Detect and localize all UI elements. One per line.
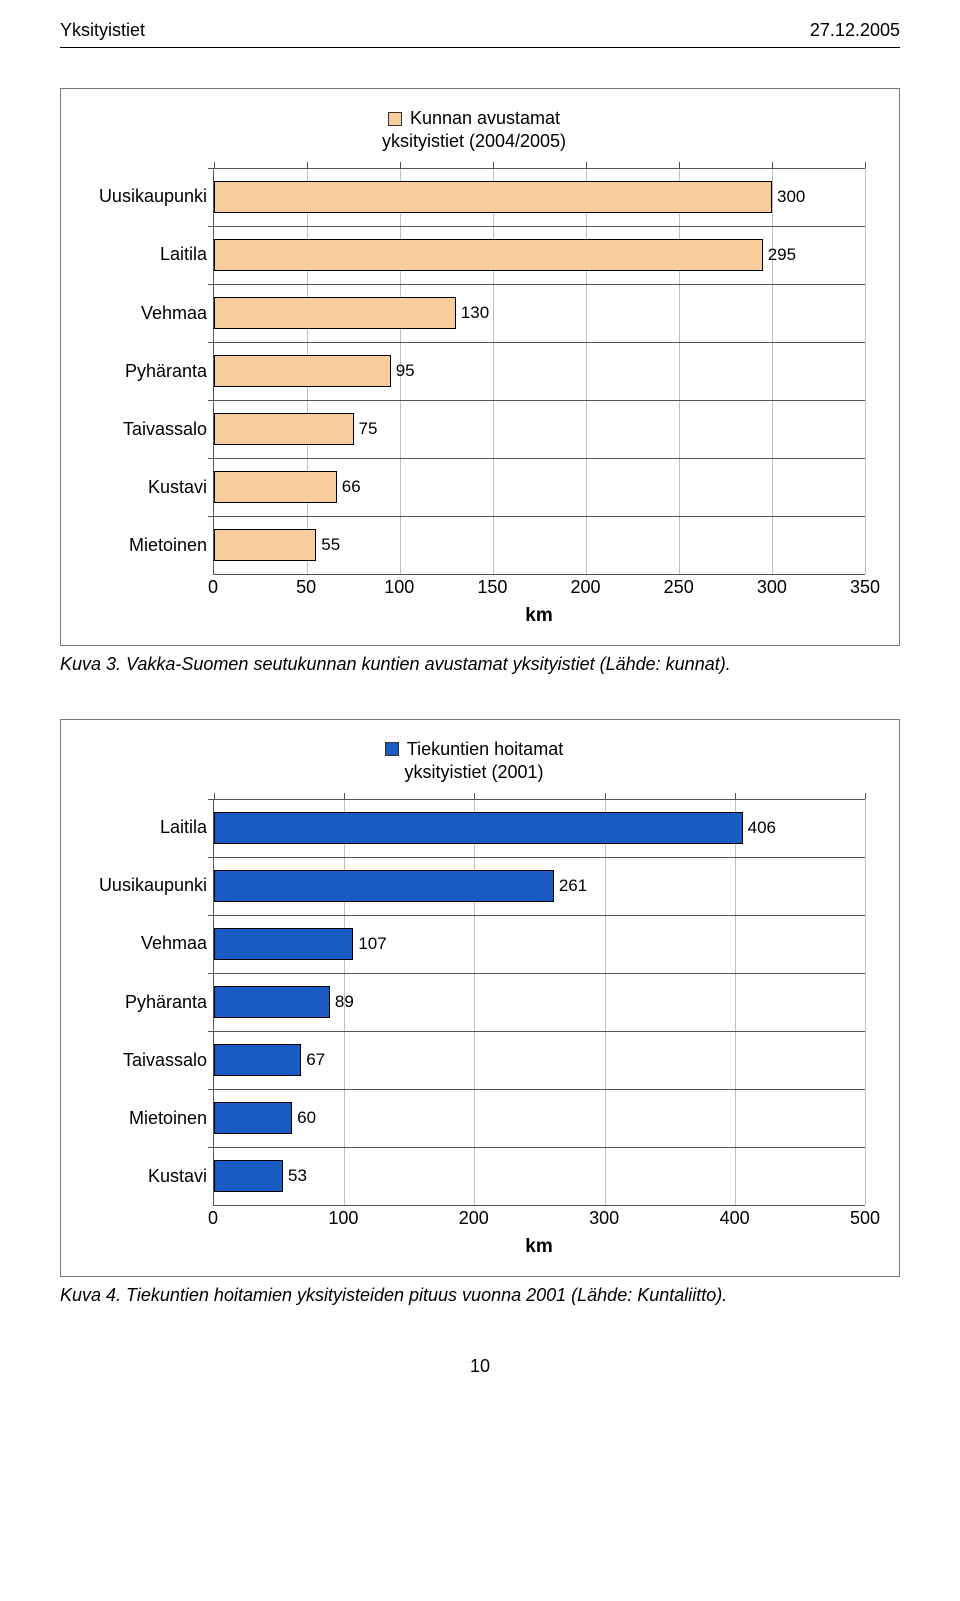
chart1-plot: UusikaupunkiLaitilaVehmaaPyhärantaTaivas… (83, 168, 865, 627)
category-label: Mietoinen (83, 517, 207, 575)
bar: 261 (214, 870, 554, 902)
x-tick-label: 0 (208, 1208, 218, 1229)
bar: 66 (214, 471, 337, 503)
x-tick-label: 150 (477, 577, 507, 598)
bar: 75 (214, 413, 354, 445)
bar-track: 66 (214, 458, 865, 516)
category-label: Laitila (83, 226, 207, 284)
bar: 95 (214, 355, 391, 387)
category-label: Taivassalo (83, 400, 207, 458)
x-tick-label: 0 (208, 577, 218, 598)
category-label: Vehmaa (83, 284, 207, 342)
bar-track: 53 (214, 1147, 865, 1205)
bar: 107 (214, 928, 353, 960)
x-tick-label: 100 (328, 1208, 358, 1229)
bar-value-label: 130 (461, 303, 489, 323)
bar: 53 (214, 1160, 283, 1192)
bar-value-label: 55 (321, 535, 340, 555)
bar-track: 406 (214, 799, 865, 857)
caption2: Kuva 4. Tiekuntien hoitamien yksityistei… (60, 1285, 900, 1306)
page-header: Yksityistiet 27.12.2005 (60, 20, 900, 41)
category-label: Pyhäranta (83, 342, 207, 400)
x-tick-label: 300 (757, 577, 787, 598)
x-tick-label: 200 (571, 577, 601, 598)
chart2-legend: Tiekuntien hoitamat yksityistiet (2001) (83, 738, 865, 785)
chart1-area: 300 295 130 95 75 66 55 (213, 168, 865, 575)
bar: 295 (214, 239, 763, 271)
bar-track: 107 (214, 915, 865, 973)
bar: 67 (214, 1044, 301, 1076)
bar-track: 75 (214, 400, 865, 458)
x-tick-label: 400 (720, 1208, 750, 1229)
bar-track: 295 (214, 226, 865, 284)
category-label: Kustavi (83, 459, 207, 517)
category-label: Uusikaupunki (83, 857, 207, 915)
bar-track: 60 (214, 1089, 865, 1147)
chart2-axis-title: km (213, 1236, 865, 1258)
category-label: Kustavi (83, 1147, 207, 1205)
category-label: Vehmaa (83, 915, 207, 973)
bar: 60 (214, 1102, 292, 1134)
bar-value-label: 406 (748, 818, 776, 838)
chart2-xticks: 0100200300400500 (213, 1208, 865, 1232)
chart1-axis-title: km (213, 605, 865, 627)
chart1-legend: Kunnan avustamat yksityistiet (2004/2005… (83, 107, 865, 154)
chart2-categories: LaitilaUusikaupunkiVehmaaPyhärantaTaivas… (83, 799, 213, 1206)
bar-value-label: 75 (359, 419, 378, 439)
bar: 406 (214, 812, 743, 844)
bar: 300 (214, 181, 772, 213)
bar-track: 55 (214, 516, 865, 574)
x-tick-label: 100 (384, 577, 414, 598)
chart2-plot: LaitilaUusikaupunkiVehmaaPyhärantaTaivas… (83, 799, 865, 1258)
bar-value-label: 95 (396, 361, 415, 381)
x-tick-label: 250 (664, 577, 694, 598)
category-label: Laitila (83, 799, 207, 857)
chart2-legend-line1: Tiekuntien hoitamat (407, 738, 563, 761)
bar-value-label: 89 (335, 992, 354, 1012)
bar: 55 (214, 529, 316, 561)
category-label: Mietoinen (83, 1089, 207, 1147)
bar-track: 95 (214, 342, 865, 400)
bar: 89 (214, 986, 330, 1018)
bar-track: 261 (214, 857, 865, 915)
bar: 130 (214, 297, 456, 329)
chart1-xticks: 050100150200250300350 (213, 577, 865, 601)
chart2-area: 406 261 107 89 67 60 53 (213, 799, 865, 1206)
bar-value-label: 67 (306, 1050, 325, 1070)
bar-value-label: 295 (768, 245, 796, 265)
chart1-categories: UusikaupunkiLaitilaVehmaaPyhärantaTaivas… (83, 168, 213, 575)
caption1: Kuva 3. Vakka-Suomen seutukunnan kuntien… (60, 654, 900, 675)
bar-value-label: 60 (297, 1108, 316, 1128)
bar-track: 130 (214, 284, 865, 342)
bar-value-label: 66 (342, 477, 361, 497)
category-label: Taivassalo (83, 1031, 207, 1089)
bar-track: 89 (214, 973, 865, 1031)
bar-value-label: 261 (559, 876, 587, 896)
bar-value-label: 300 (777, 187, 805, 207)
chart1-legend-line2: yksityistiet (2004/2005) (83, 130, 865, 153)
x-tick-label: 350 (850, 577, 880, 598)
category-label: Pyhäranta (83, 973, 207, 1031)
x-tick-label: 500 (850, 1208, 880, 1229)
bar-value-label: 107 (358, 934, 386, 954)
bar-track: 300 (214, 168, 865, 226)
chart1-legend-line1: Kunnan avustamat (410, 107, 560, 130)
header-rule (60, 47, 900, 48)
x-tick-label: 300 (589, 1208, 619, 1229)
chart2-box: Tiekuntien hoitamat yksityistiet (2001) … (60, 719, 900, 1277)
chart1-swatch (388, 112, 402, 126)
x-tick-label: 200 (459, 1208, 489, 1229)
header-left: Yksityistiet (60, 20, 145, 41)
page-number: 10 (60, 1356, 900, 1377)
chart2-legend-line2: yksityistiet (2001) (83, 761, 865, 784)
x-tick-label: 50 (296, 577, 316, 598)
category-label: Uusikaupunki (83, 168, 207, 226)
chart1-box: Kunnan avustamat yksityistiet (2004/2005… (60, 88, 900, 646)
chart2-swatch (385, 742, 399, 756)
bar-value-label: 53 (288, 1166, 307, 1186)
header-right: 27.12.2005 (810, 20, 900, 41)
bar-track: 67 (214, 1031, 865, 1089)
